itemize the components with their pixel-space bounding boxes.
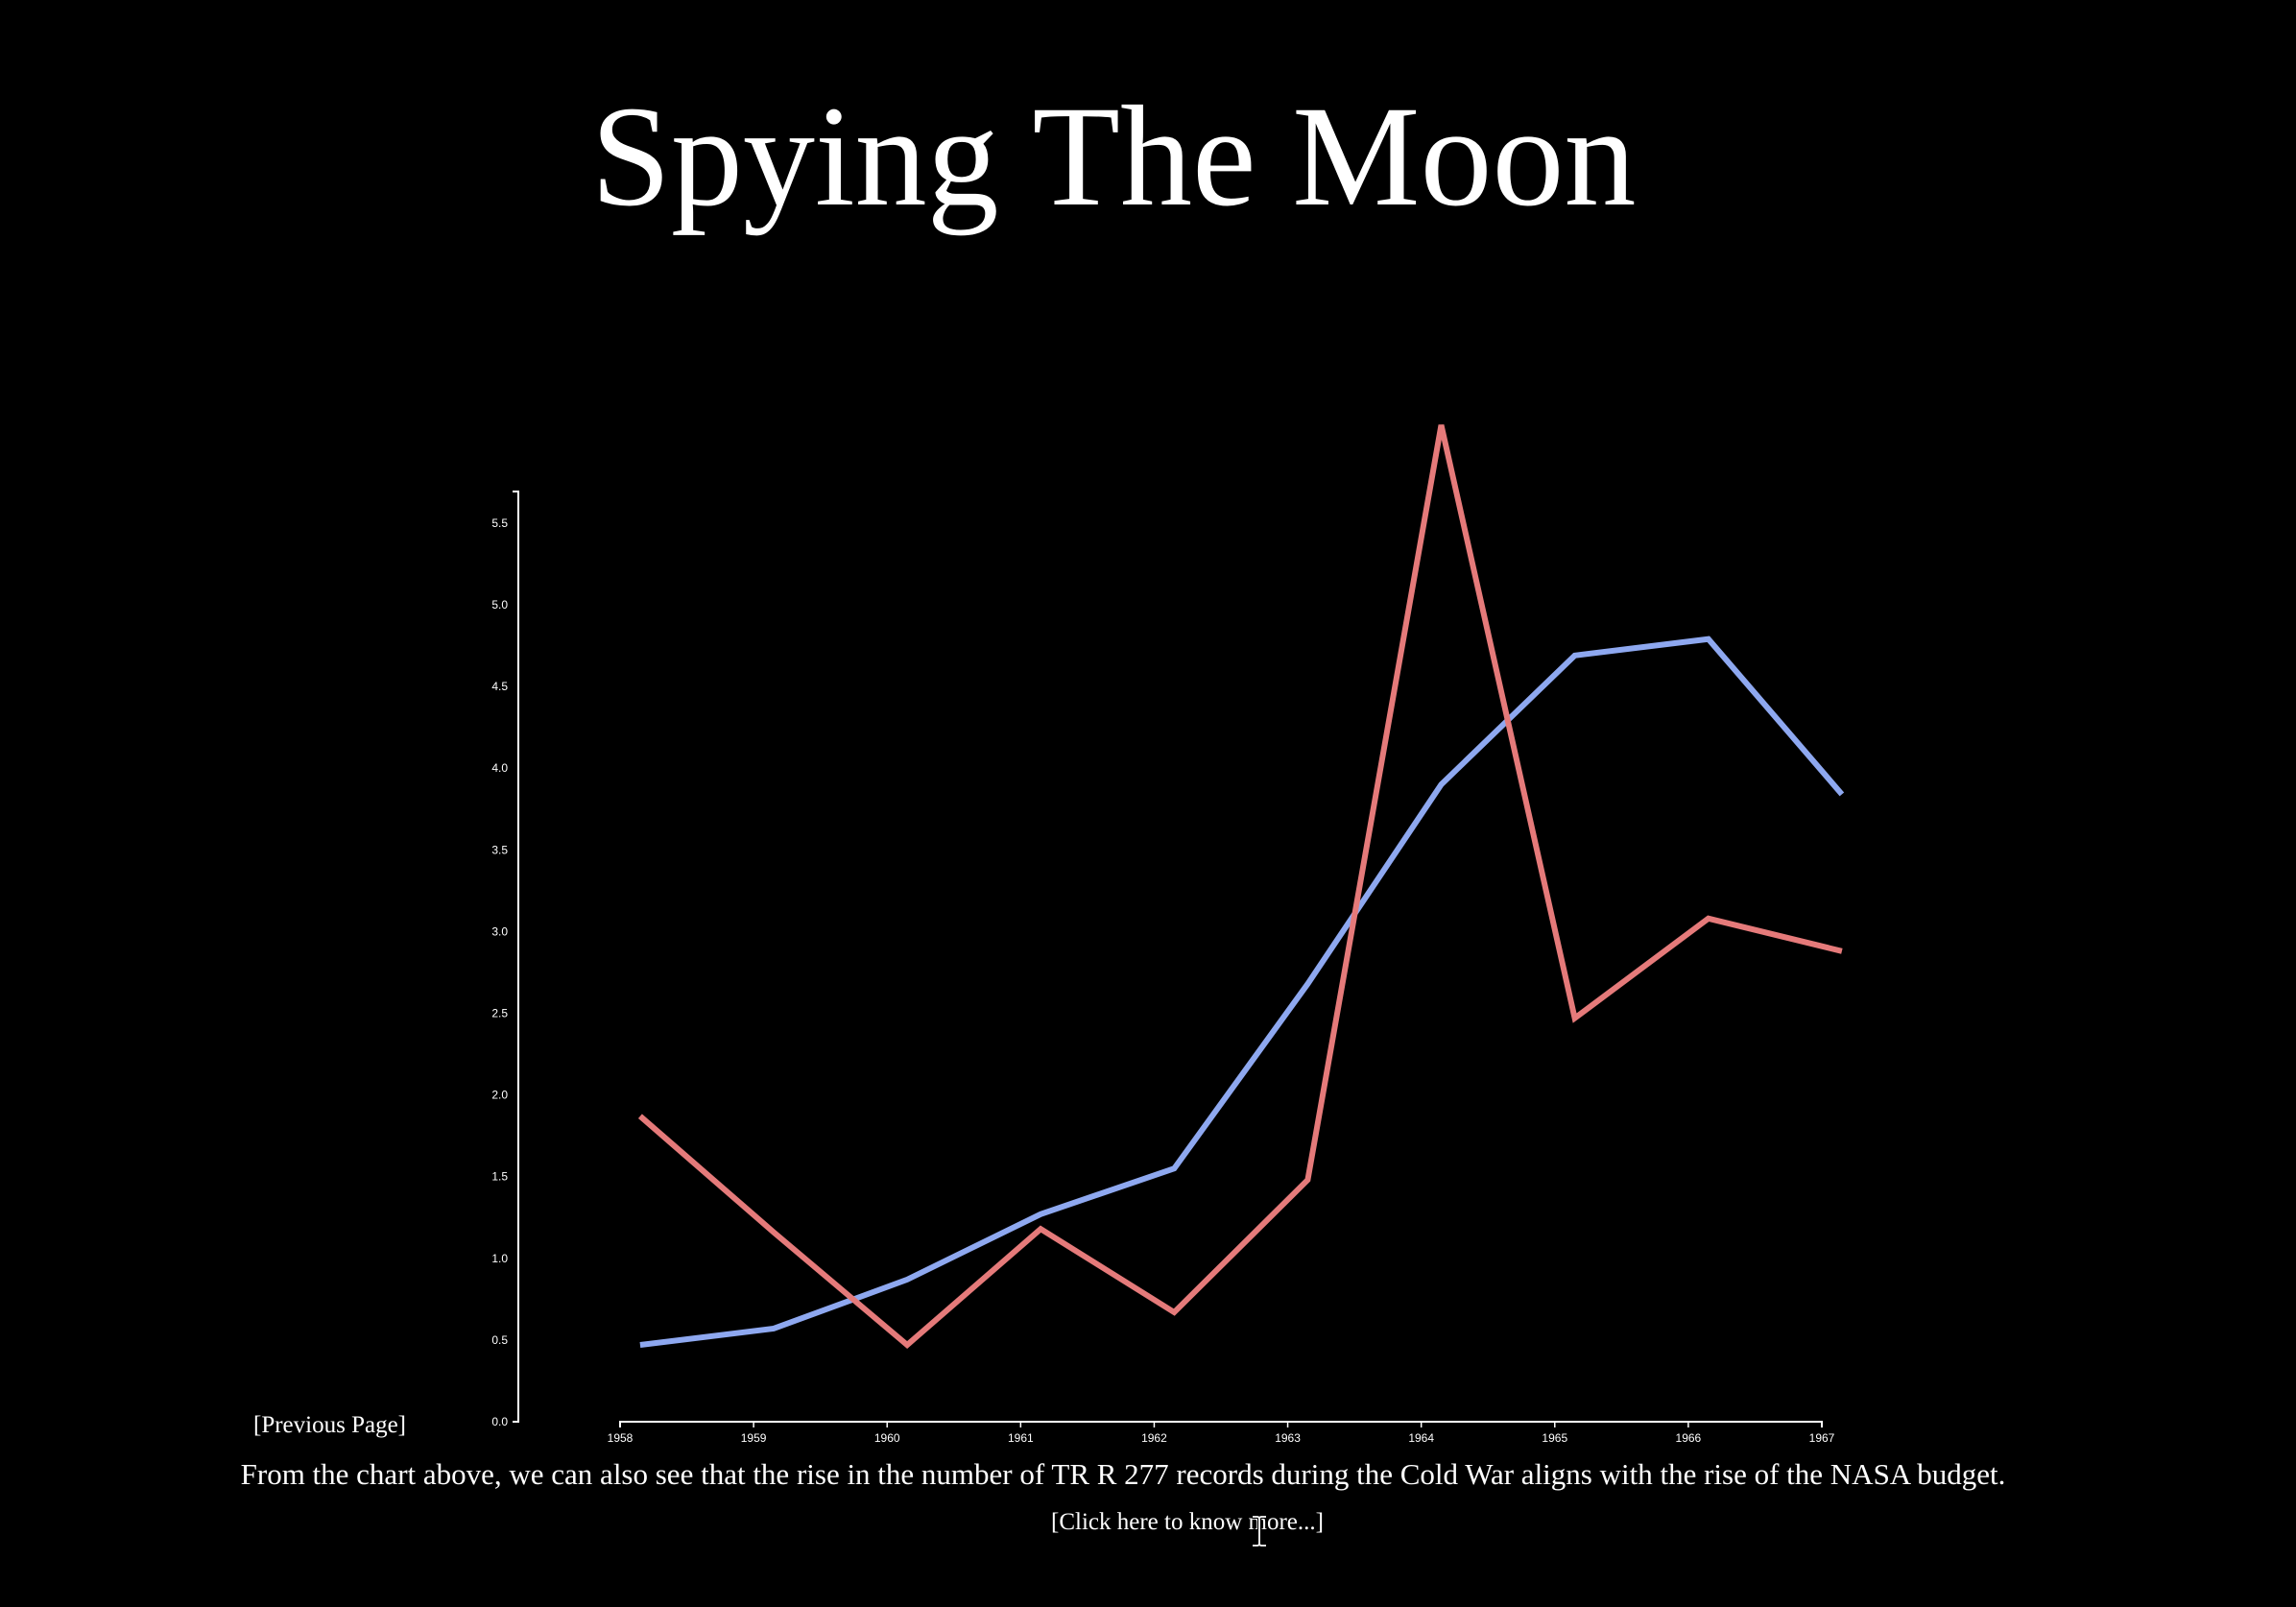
page-title: Spying The Moon — [590, 77, 1637, 236]
y-axis: 0.0 0.5 1.0 1.5 2.0 2.5 3.0 3.5 4.0 4.5 5.0 5.5 — [491, 491, 519, 1428]
y-tick-label: 1.0 — [491, 1252, 508, 1265]
y-tick-label: 0.5 — [491, 1333, 508, 1347]
series-line-1 — [639, 636, 1845, 1348]
x-tick-label: 1967 — [1809, 1431, 1835, 1445]
x-tick-label: 1962 — [1141, 1431, 1167, 1445]
y-tick-label: 3.0 — [491, 924, 508, 938]
x-tick-label: 1958 — [608, 1431, 634, 1445]
chart-description: From the chart above, we can also see th… — [240, 1457, 2006, 1491]
y-axis-line — [513, 491, 519, 1423]
know-more-link[interactable]: [Click here to know more...] — [1051, 1509, 1324, 1535]
y-tick-label: 2.0 — [491, 1089, 508, 1102]
x-tick-label: 1965 — [1542, 1431, 1567, 1445]
x-tick-label: 1963 — [1275, 1431, 1301, 1445]
x-axis: 1958 1959 1960 1961 1962 1963 1964 1965 1966 1967 — [608, 1421, 1835, 1445]
x-tick-label: 1964 — [1408, 1431, 1434, 1445]
series-line-2 — [637, 424, 1843, 1349]
x-tick-label: 1959 — [741, 1431, 767, 1445]
x-tick-label: 1961 — [1008, 1431, 1034, 1445]
previous-page-link[interactable]: [Previous Page] — [253, 1412, 406, 1438]
y-tick-label: 4.0 — [491, 761, 508, 775]
x-tick-label: 1966 — [1676, 1431, 1702, 1445]
x-axis-line — [619, 1421, 1823, 1427]
y-tick-label: 2.5 — [491, 1007, 508, 1020]
y-tick-label: 0.0 — [491, 1415, 508, 1428]
series-layer — [637, 424, 1845, 1349]
y-tick-label: 5.0 — [491, 598, 508, 612]
y-tick-label: 1.5 — [491, 1170, 508, 1184]
y-tick-label: 3.5 — [491, 843, 508, 856]
x-tick-label: 1960 — [874, 1431, 900, 1445]
y-tick-label: 4.5 — [491, 680, 508, 693]
y-tick-label: 5.5 — [491, 516, 508, 530]
text-cursor-icon — [1253, 1515, 1266, 1547]
